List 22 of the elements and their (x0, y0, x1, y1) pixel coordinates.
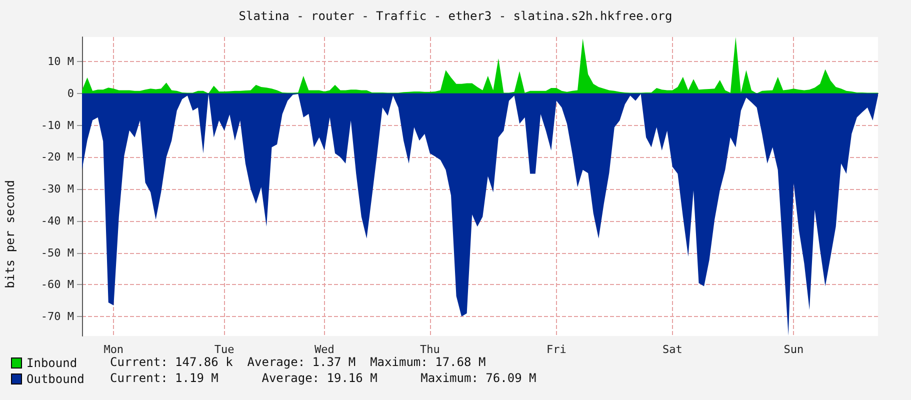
y-tick-label: -40 M (40, 214, 74, 228)
x-tick-label: Sun (784, 343, 804, 356)
y-tick-label: -10 M (40, 118, 74, 132)
y-axis-title: bits per second (3, 180, 17, 288)
x-tick-label: Thu (420, 343, 440, 356)
y-tick-label: -70 M (40, 310, 74, 324)
legend-label: Outbound (26, 372, 84, 386)
y-tick-label: -50 M (40, 246, 74, 260)
x-tick-label: Mon (104, 343, 124, 356)
text: Current: 1.19 M Average: 19.16 M Maximum: 76.09 M (110, 371, 536, 385)
x-tick-label: Sat (662, 343, 682, 356)
y-tick-label: 10 M (48, 55, 74, 68)
y-tick-label: -30 M (40, 182, 74, 196)
y-tick-label: 0 (67, 86, 74, 100)
y-tick-label: -60 M (40, 278, 74, 292)
x-tick-label: Tue (214, 343, 234, 356)
x-tick-label: Fri (546, 343, 566, 356)
y-tick-label: -20 M (40, 150, 74, 164)
chart-title: Slatina - router - Traffic - ether3 - slatina.s2h.hkfree.org (238, 9, 672, 23)
text: Current: 147.86 k Average: 1.37 M Maximum: 17.68 M (110, 355, 486, 369)
x-tick-label: Wed (314, 343, 334, 356)
legend-label: Inbound (26, 356, 78, 370)
